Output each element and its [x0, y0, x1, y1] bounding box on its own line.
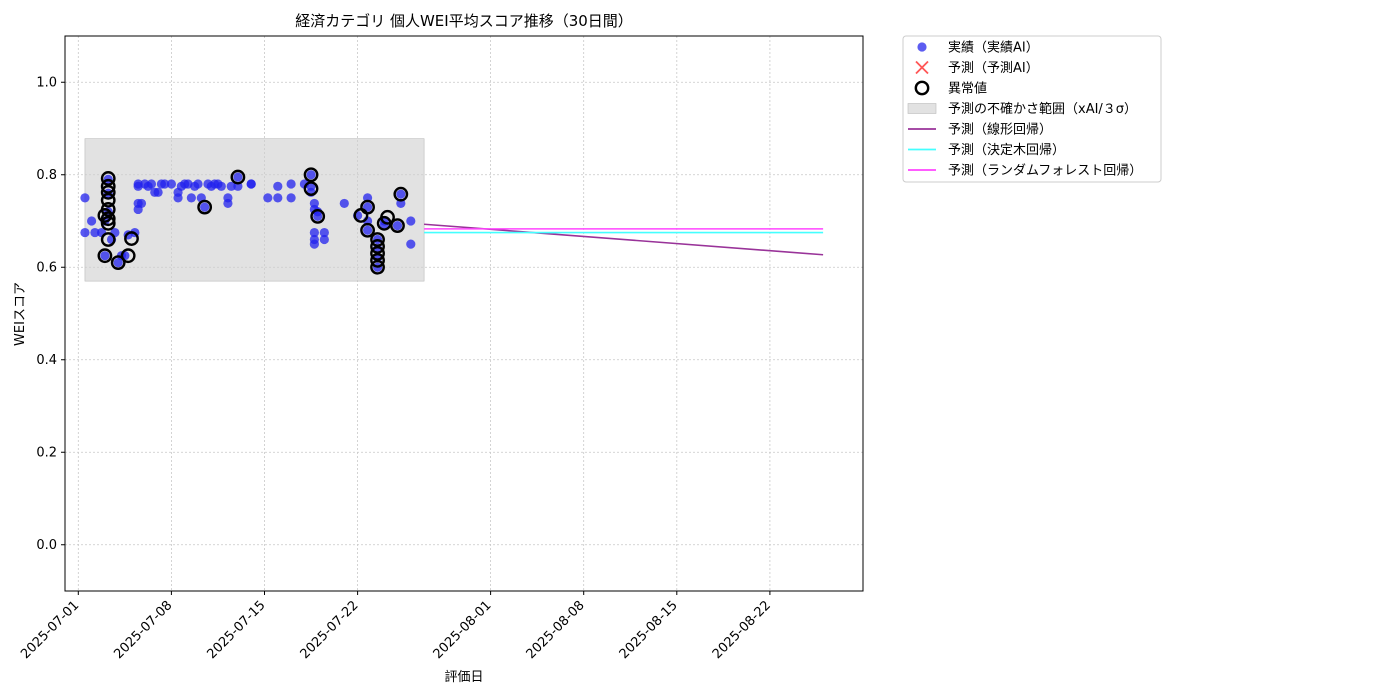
anomaly-marker: [303, 167, 319, 183]
actual-point: [186, 193, 196, 203]
legend-frame: [902, 35, 1162, 183]
actual-point: [173, 193, 183, 203]
legend-label: 予測の不確かさ範囲（xAI/３σ）: [948, 101, 1137, 117]
legend-label: 予測（ランダムフォレスト回帰）: [948, 163, 1142, 179]
actual-point: [246, 179, 256, 189]
x-tick-label: 2025-07-15: [204, 598, 268, 662]
anomaly-marker: [100, 178, 116, 194]
x-axis-title: 評価日: [444, 670, 483, 685]
actual-point: [396, 189, 406, 199]
actual-point: [223, 198, 233, 209]
y-tick-label: 0.8: [36, 168, 57, 183]
y-axis-title: WEIスコア: [13, 282, 28, 346]
actual-point: [153, 187, 163, 197]
x-tick-label: 2025-08-01: [431, 598, 495, 662]
y-tick-label: 0.4: [36, 353, 57, 368]
plot-frame: [64, 35, 864, 592]
x-tick-label: 2025-08-22: [710, 598, 774, 662]
legend-marker-anomaly: [914, 80, 930, 96]
legend-marker-actual: [917, 42, 927, 52]
x-tick-label: 2025-08-15: [617, 598, 681, 662]
anomaly-marker: [360, 199, 375, 215]
x-tick-label: 2025-08-08: [524, 598, 588, 662]
chart-title: 経済カテゴリ 個人WEI平均スコア推移（30日間）: [295, 12, 633, 30]
actual-point: [200, 202, 210, 212]
legend-marker-predicted: [915, 60, 929, 75]
anomaly-marker: [100, 215, 116, 231]
anomaly-marker: [110, 255, 126, 271]
actual-point: [306, 170, 316, 180]
actual-point: [113, 258, 123, 268]
anomaly-marker: [100, 192, 116, 208]
legend-label: 予測（線形回帰）: [948, 122, 1052, 138]
actual-point: [216, 181, 226, 191]
anomaly-marker: [360, 222, 375, 238]
anomaly-marker: [100, 171, 116, 186]
anomaly-marker: [230, 169, 246, 185]
y-tick-label: 1.0: [36, 75, 57, 90]
actual-point: [309, 227, 319, 238]
anomaly-marker: [310, 208, 326, 224]
x-tick-label: 2025-07-22: [298, 598, 362, 662]
actual-point: [273, 193, 283, 203]
anomaly-marker: [303, 181, 319, 197]
actual-point: [309, 239, 319, 249]
anomaly-marker: [393, 186, 409, 202]
actual-point: [286, 193, 296, 203]
x-axis: 2025-07-01 2025-07-08 2025-07-15 2025-07-22…: [18, 591, 774, 662]
legend-marker-band: [907, 103, 937, 114]
y-tick-label: 0.2: [36, 445, 57, 460]
actual-point: [136, 198, 147, 209]
y-axis: 0.0 0.2 0.4 0.6 0.8 1.0: [36, 75, 65, 553]
actual-point: [166, 179, 176, 189]
legend-label: 実績（実績AI）: [948, 40, 1039, 56]
actual-point: [193, 179, 203, 189]
anomaly-marker: [100, 184, 116, 200]
actual-point: [226, 181, 236, 191]
anomaly-marker: [370, 232, 385, 247]
actual-point: [286, 179, 296, 189]
anomaly-marker: [370, 245, 385, 261]
anomaly-marker: [97, 248, 113, 264]
actual-point: [362, 202, 373, 212]
anomaly-marker: [370, 252, 385, 268]
plot-area: [65, 36, 863, 591]
anomaly-marker: [390, 218, 405, 234]
actual-point: [406, 216, 416, 226]
anomaly-marker: [100, 202, 116, 217]
anomaly-marker: [197, 199, 213, 215]
actual-point: [87, 216, 97, 226]
legend-label: 予測（決定木回帰）: [948, 142, 1065, 158]
actual-point: [319, 227, 329, 238]
actual-point: [362, 225, 373, 235]
actual-point: [100, 251, 110, 261]
anomaly-marker: [120, 248, 136, 264]
anomaly-marker: [100, 232, 116, 247]
actual-point: [339, 198, 349, 209]
anomaly-marker: [124, 231, 139, 246]
actual-point: [392, 221, 403, 231]
actual-point: [273, 181, 283, 191]
x-tick-label: 2025-07-08: [111, 598, 175, 662]
actual-point: [406, 239, 416, 249]
y-tick-label: 0.6: [36, 260, 57, 275]
actual-point: [80, 193, 90, 203]
legend-label: 予測（予測AI）: [948, 61, 1039, 76]
actual-point: [160, 179, 170, 189]
x-tick-label: 2025-07-01: [18, 598, 82, 662]
actual-point: [90, 227, 100, 238]
anomaly-marker: [380, 209, 395, 225]
actual-point: [263, 193, 273, 203]
actual-point: [80, 227, 90, 238]
actual-point: [319, 234, 329, 245]
actual-point: [146, 179, 157, 189]
y-tick-label: 0.0: [36, 538, 57, 553]
legend-label: 異常値: [948, 81, 987, 97]
anomaly-marker: [370, 239, 385, 254]
actual-point: [233, 172, 243, 182]
anomaly-marker: [100, 211, 116, 227]
anomaly-marker: [370, 259, 385, 275]
